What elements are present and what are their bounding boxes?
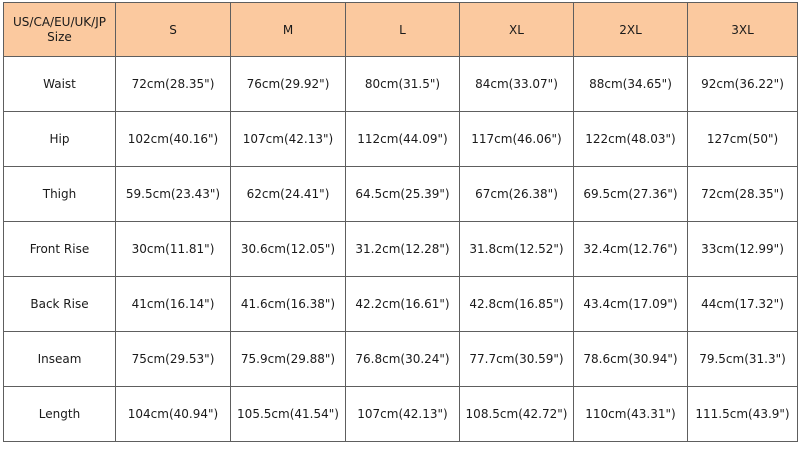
size-table: US/CA/EU/UK/JP Size S M L XL 2XL 3XL Wai… (3, 2, 798, 442)
table-cell: 107cm(42.13") (230, 111, 346, 167)
table-cell: 42.8cm(16.85") (459, 276, 574, 332)
row-label: Inseam (3, 331, 116, 387)
table-row: Length 104cm(40.94") 105.5cm(41.54") 107… (3, 386, 798, 442)
table-cell: 108.5cm(42.72") (459, 386, 574, 442)
table-cell: 64.5cm(25.39") (345, 166, 460, 222)
size-header: L (345, 2, 460, 57)
table-cell: 43.4cm(17.09") (573, 276, 688, 332)
corner-line-2: Size (47, 29, 72, 44)
table-cell: 84cm(33.07") (459, 56, 574, 112)
table-cell: 107cm(42.13") (345, 386, 460, 442)
row-label: Hip (3, 111, 116, 167)
row-label: Front Rise (3, 221, 116, 277)
table-cell: 92cm(36.22") (687, 56, 798, 112)
table-cell: 111.5cm(43.9") (687, 386, 798, 442)
table-cell: 31.8cm(12.52") (459, 221, 574, 277)
table-cell: 42.2cm(16.61") (345, 276, 460, 332)
table-cell: 67cm(26.38") (459, 166, 574, 222)
table-row: Waist 72cm(28.35") 76cm(29.92") 80cm(31.… (3, 56, 798, 112)
size-header: S (115, 2, 231, 57)
size-header: 3XL (687, 2, 798, 57)
table-cell: 110cm(43.31") (573, 386, 688, 442)
table-cell: 72cm(28.35") (115, 56, 231, 112)
table-cell: 75cm(29.53") (115, 331, 231, 387)
table-cell: 112cm(44.09") (345, 111, 460, 167)
table-cell: 72cm(28.35") (687, 166, 798, 222)
table-cell: 76.8cm(30.24") (345, 331, 460, 387)
table-cell: 102cm(40.16") (115, 111, 231, 167)
size-header: 2XL (573, 2, 688, 57)
table-row: Inseam 75cm(29.53") 75.9cm(29.88") 76.8c… (3, 331, 798, 387)
table-cell: 69.5cm(27.36") (573, 166, 688, 222)
table-cell: 79.5cm(31.3") (687, 331, 798, 387)
table-cell: 77.7cm(30.59") (459, 331, 574, 387)
table-cell: 59.5cm(23.43") (115, 166, 231, 222)
table-cell: 30.6cm(12.05") (230, 221, 346, 277)
table-cell: 78.6cm(30.94") (573, 331, 688, 387)
table-cell: 80cm(31.5") (345, 56, 460, 112)
table-cell: 75.9cm(29.88") (230, 331, 346, 387)
table-row: Back Rise 41cm(16.14") 41.6cm(16.38") 42… (3, 276, 798, 332)
row-label: Back Rise (3, 276, 116, 332)
size-header: XL (459, 2, 574, 57)
row-label: Thigh (3, 166, 116, 222)
corner-line-1: US/CA/EU/UK/JP (13, 14, 106, 29)
table-cell: 62cm(24.41") (230, 166, 346, 222)
table-cell: 31.2cm(12.28") (345, 221, 460, 277)
table-row: Thigh 59.5cm(23.43") 62cm(24.41") 64.5cm… (3, 166, 798, 222)
header-row: US/CA/EU/UK/JP Size S M L XL 2XL 3XL (3, 2, 798, 57)
table-row: Hip 102cm(40.16") 107cm(42.13") 112cm(44… (3, 111, 798, 167)
row-label: Waist (3, 56, 116, 112)
table-cell: 41cm(16.14") (115, 276, 231, 332)
row-label: Length (3, 386, 116, 442)
table-cell: 127cm(50") (687, 111, 798, 167)
table-cell: 30cm(11.81") (115, 221, 231, 277)
table-cell: 76cm(29.92") (230, 56, 346, 112)
size-chart: US/CA/EU/UK/JP Size S M L XL 2XL 3XL Wai… (3, 2, 798, 442)
table-cell: 122cm(48.03") (573, 111, 688, 167)
table-cell: 105.5cm(41.54") (230, 386, 346, 442)
corner-header: US/CA/EU/UK/JP Size (3, 2, 116, 57)
table-cell: 104cm(40.94") (115, 386, 231, 442)
table-cell: 117cm(46.06") (459, 111, 574, 167)
table-cell: 41.6cm(16.38") (230, 276, 346, 332)
table-cell: 88cm(34.65") (573, 56, 688, 112)
table-cell: 33cm(12.99") (687, 221, 798, 277)
table-row: Front Rise 30cm(11.81") 30.6cm(12.05") 3… (3, 221, 798, 277)
size-header: M (230, 2, 346, 57)
table-cell: 32.4cm(12.76") (573, 221, 688, 277)
table-cell: 44cm(17.32") (687, 276, 798, 332)
